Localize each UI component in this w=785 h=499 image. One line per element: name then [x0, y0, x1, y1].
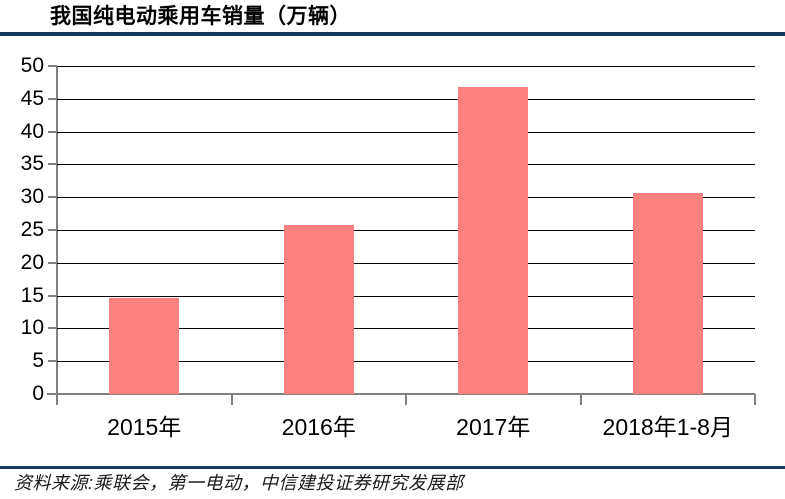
footer-divider-rule	[0, 466, 785, 469]
y-tick-15	[48, 294, 57, 297]
y-axis-tick-label: 45	[20, 86, 44, 110]
y-tick-10	[48, 327, 57, 330]
gridline-50	[57, 66, 755, 67]
y-axis-tick-label: 5	[32, 349, 44, 373]
x-tick	[754, 394, 756, 405]
y-axis-tick-label: 40	[20, 119, 44, 143]
y-tick-25	[48, 229, 57, 231]
gridline-5	[57, 361, 755, 363]
chart-title: 我国纯电动乘用车销量（万辆）	[50, 5, 351, 28]
gridline-30	[57, 197, 755, 199]
gridline-35	[57, 164, 755, 166]
title-divider-rule	[0, 32, 785, 36]
gridline-40	[57, 131, 755, 133]
y-tick-35	[48, 163, 57, 166]
gridline-25	[57, 230, 755, 231]
y-tick-40	[48, 130, 57, 133]
y-axis-tick-label: 35	[20, 152, 44, 176]
gridline-20	[57, 262, 755, 264]
x-tick	[230, 394, 233, 405]
bar-2015年	[109, 298, 180, 394]
y-axis-tick-label: 0	[32, 382, 44, 405]
x-tick	[579, 394, 582, 405]
x-axis-category-label: 2017年	[456, 414, 531, 440]
y-tick-45	[48, 97, 57, 100]
y-tick-50	[48, 65, 57, 67]
gridline-10	[57, 328, 755, 330]
x-tick	[405, 394, 407, 405]
gridline-15	[57, 295, 755, 297]
y-axis-line	[56, 66, 58, 405]
y-axis-tick-label: 30	[20, 185, 44, 209]
y-tick-0	[48, 393, 57, 395]
source-note: 资料来源:乘联会，第一电动，中信建投证券研究发展部	[14, 473, 464, 493]
x-axis-category-label: 2018年1-8月	[602, 414, 733, 440]
y-tick-20	[48, 261, 57, 264]
bar-2016年	[283, 225, 354, 394]
y-axis-tick-label: 25	[20, 218, 44, 241]
x-axis-category-label: 2016年	[281, 414, 356, 440]
x-tick	[56, 394, 58, 405]
plot-area	[57, 66, 755, 394]
bar-2017年	[458, 87, 529, 394]
x-axis-line	[47, 393, 755, 395]
y-tick-5	[48, 360, 57, 363]
y-axis-tick-label: 15	[20, 283, 44, 307]
y-axis-tick-label: 20	[20, 250, 44, 274]
y-axis-tick-label: 10	[20, 316, 44, 340]
y-tick-30	[48, 196, 57, 199]
gridline-45	[57, 98, 755, 100]
x-axis-category-label: 2015年	[107, 414, 182, 440]
y-axis-tick-label: 50	[20, 54, 44, 77]
bar-2018年1-8月	[632, 192, 703, 394]
